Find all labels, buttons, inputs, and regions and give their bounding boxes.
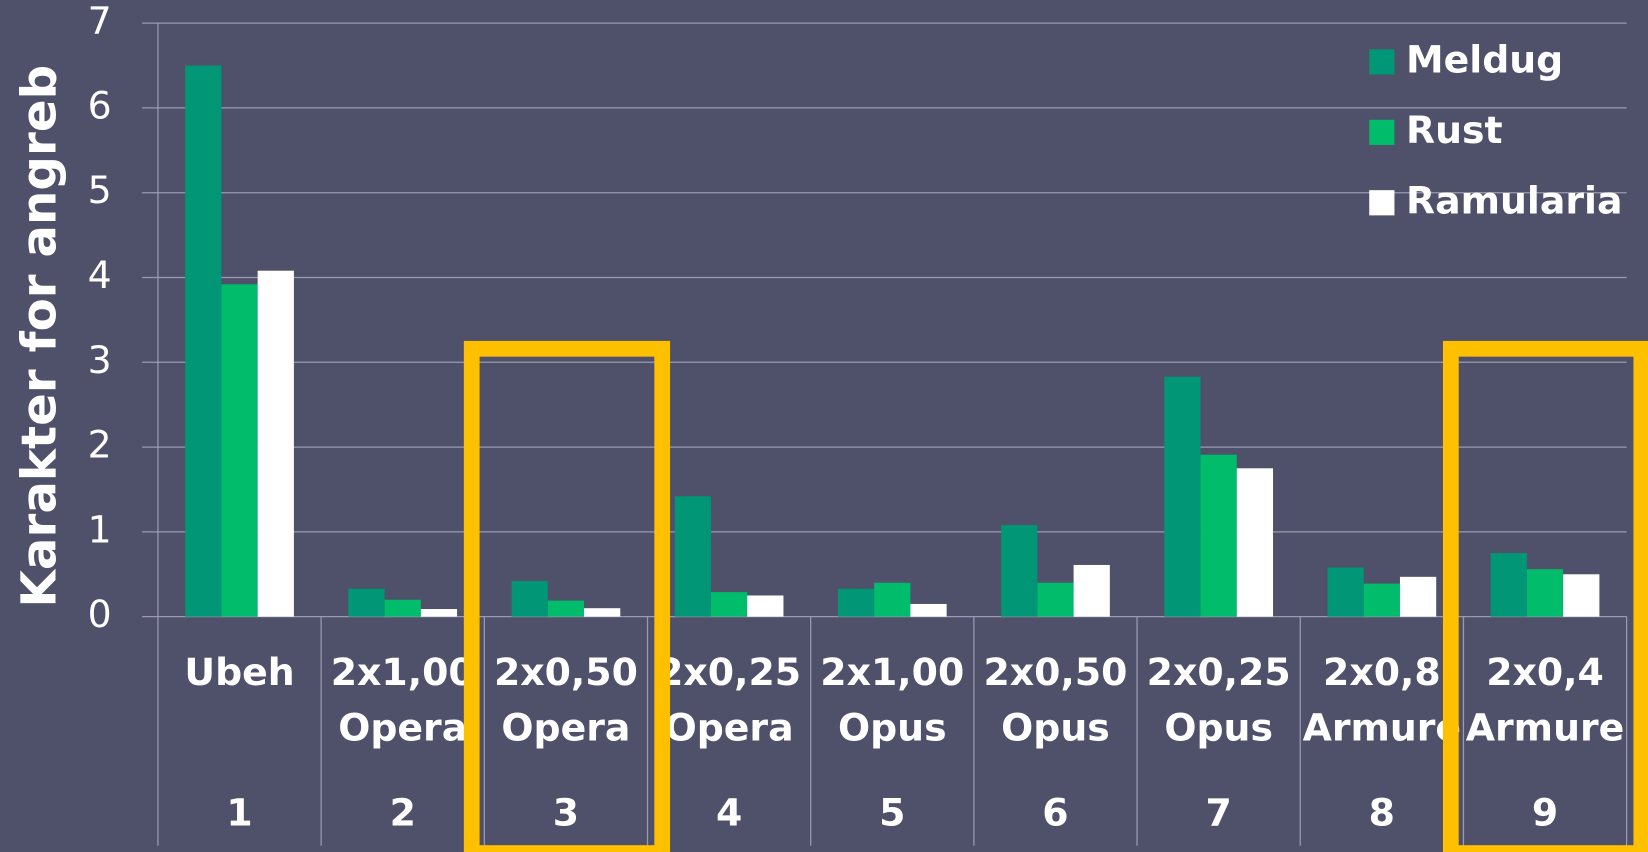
bar bbox=[1327, 567, 1364, 617]
y-axis-label: Karakter for angreb bbox=[11, 65, 67, 608]
category-number: 3 bbox=[553, 791, 579, 835]
bar bbox=[221, 284, 258, 617]
category-number: 7 bbox=[1206, 791, 1232, 835]
category-number: 8 bbox=[1369, 791, 1395, 835]
x-tick-label: 2x0,50 bbox=[494, 650, 638, 694]
category-number: 5 bbox=[879, 791, 905, 835]
bar bbox=[384, 599, 421, 617]
bar bbox=[257, 270, 294, 617]
bar bbox=[1073, 564, 1110, 617]
bar bbox=[511, 581, 548, 617]
y-tick-label: 5 bbox=[88, 168, 112, 212]
x-tick-label: Opus bbox=[838, 706, 947, 750]
bar bbox=[1563, 574, 1600, 617]
bar bbox=[185, 65, 222, 617]
bar bbox=[1236, 468, 1274, 617]
bar bbox=[348, 588, 385, 617]
x-tick-label: 2x0,4 bbox=[1486, 650, 1604, 694]
y-tick-label: 3 bbox=[88, 338, 112, 382]
x-tick-label: 2x1,00 bbox=[820, 650, 964, 694]
bar bbox=[1490, 553, 1527, 617]
highlight-box bbox=[463, 340, 671, 852]
category-number: 1 bbox=[226, 791, 252, 835]
legend-swatch bbox=[1369, 49, 1395, 75]
bar bbox=[1399, 576, 1437, 617]
category-number: 6 bbox=[1042, 791, 1068, 835]
bar bbox=[910, 603, 947, 617]
bar bbox=[837, 588, 875, 617]
legend-label: Ramularia bbox=[1406, 178, 1622, 222]
y-tick-label: 7 bbox=[88, 0, 112, 43]
bar bbox=[1001, 525, 1038, 617]
y-tick-label: 4 bbox=[88, 253, 112, 297]
bar bbox=[547, 600, 585, 617]
legend-label: Meldug bbox=[1406, 37, 1563, 81]
bar bbox=[420, 609, 458, 617]
x-tick-label: Opus bbox=[1164, 706, 1273, 750]
y-tick-label: 0 bbox=[88, 592, 112, 636]
legend-label: Rust bbox=[1406, 108, 1503, 152]
bar bbox=[674, 496, 711, 617]
x-tick-label: 2x0,25 bbox=[1147, 650, 1291, 694]
category-number: 2 bbox=[390, 791, 416, 835]
bar bbox=[1164, 376, 1201, 617]
x-tick-label: 2x0,50 bbox=[984, 650, 1128, 694]
bar bbox=[1526, 569, 1564, 617]
bar bbox=[1363, 583, 1400, 617]
x-tick-label: Opera bbox=[501, 706, 630, 750]
x-tick-label: 2x1,00 bbox=[331, 650, 475, 694]
bar bbox=[874, 582, 911, 617]
category-number: 9 bbox=[1532, 791, 1558, 835]
bar bbox=[710, 592, 748, 617]
y-tick-label: 6 bbox=[88, 83, 112, 127]
bar bbox=[584, 608, 621, 617]
y-tick-label: 1 bbox=[88, 507, 112, 551]
x-tick-label: Opera bbox=[665, 706, 794, 750]
category-number: 4 bbox=[716, 791, 742, 835]
x-tick-label: 2x0,25 bbox=[657, 650, 801, 694]
x-tick-label: Opus bbox=[1001, 706, 1110, 750]
bar bbox=[1037, 582, 1074, 617]
bar bbox=[747, 595, 784, 617]
x-tick-label: Armure bbox=[1303, 706, 1461, 750]
x-tick-label: Ubeh bbox=[184, 650, 294, 694]
legend-swatch bbox=[1369, 190, 1395, 216]
legend-swatch bbox=[1369, 119, 1395, 145]
x-tick-label: Armure bbox=[1466, 706, 1624, 750]
highlight-box bbox=[1442, 340, 1648, 852]
bar bbox=[1200, 454, 1237, 617]
x-tick-label: 2x0,8 bbox=[1323, 650, 1441, 694]
y-tick-label: 2 bbox=[88, 423, 112, 467]
x-tick-label: Opera bbox=[338, 706, 467, 750]
